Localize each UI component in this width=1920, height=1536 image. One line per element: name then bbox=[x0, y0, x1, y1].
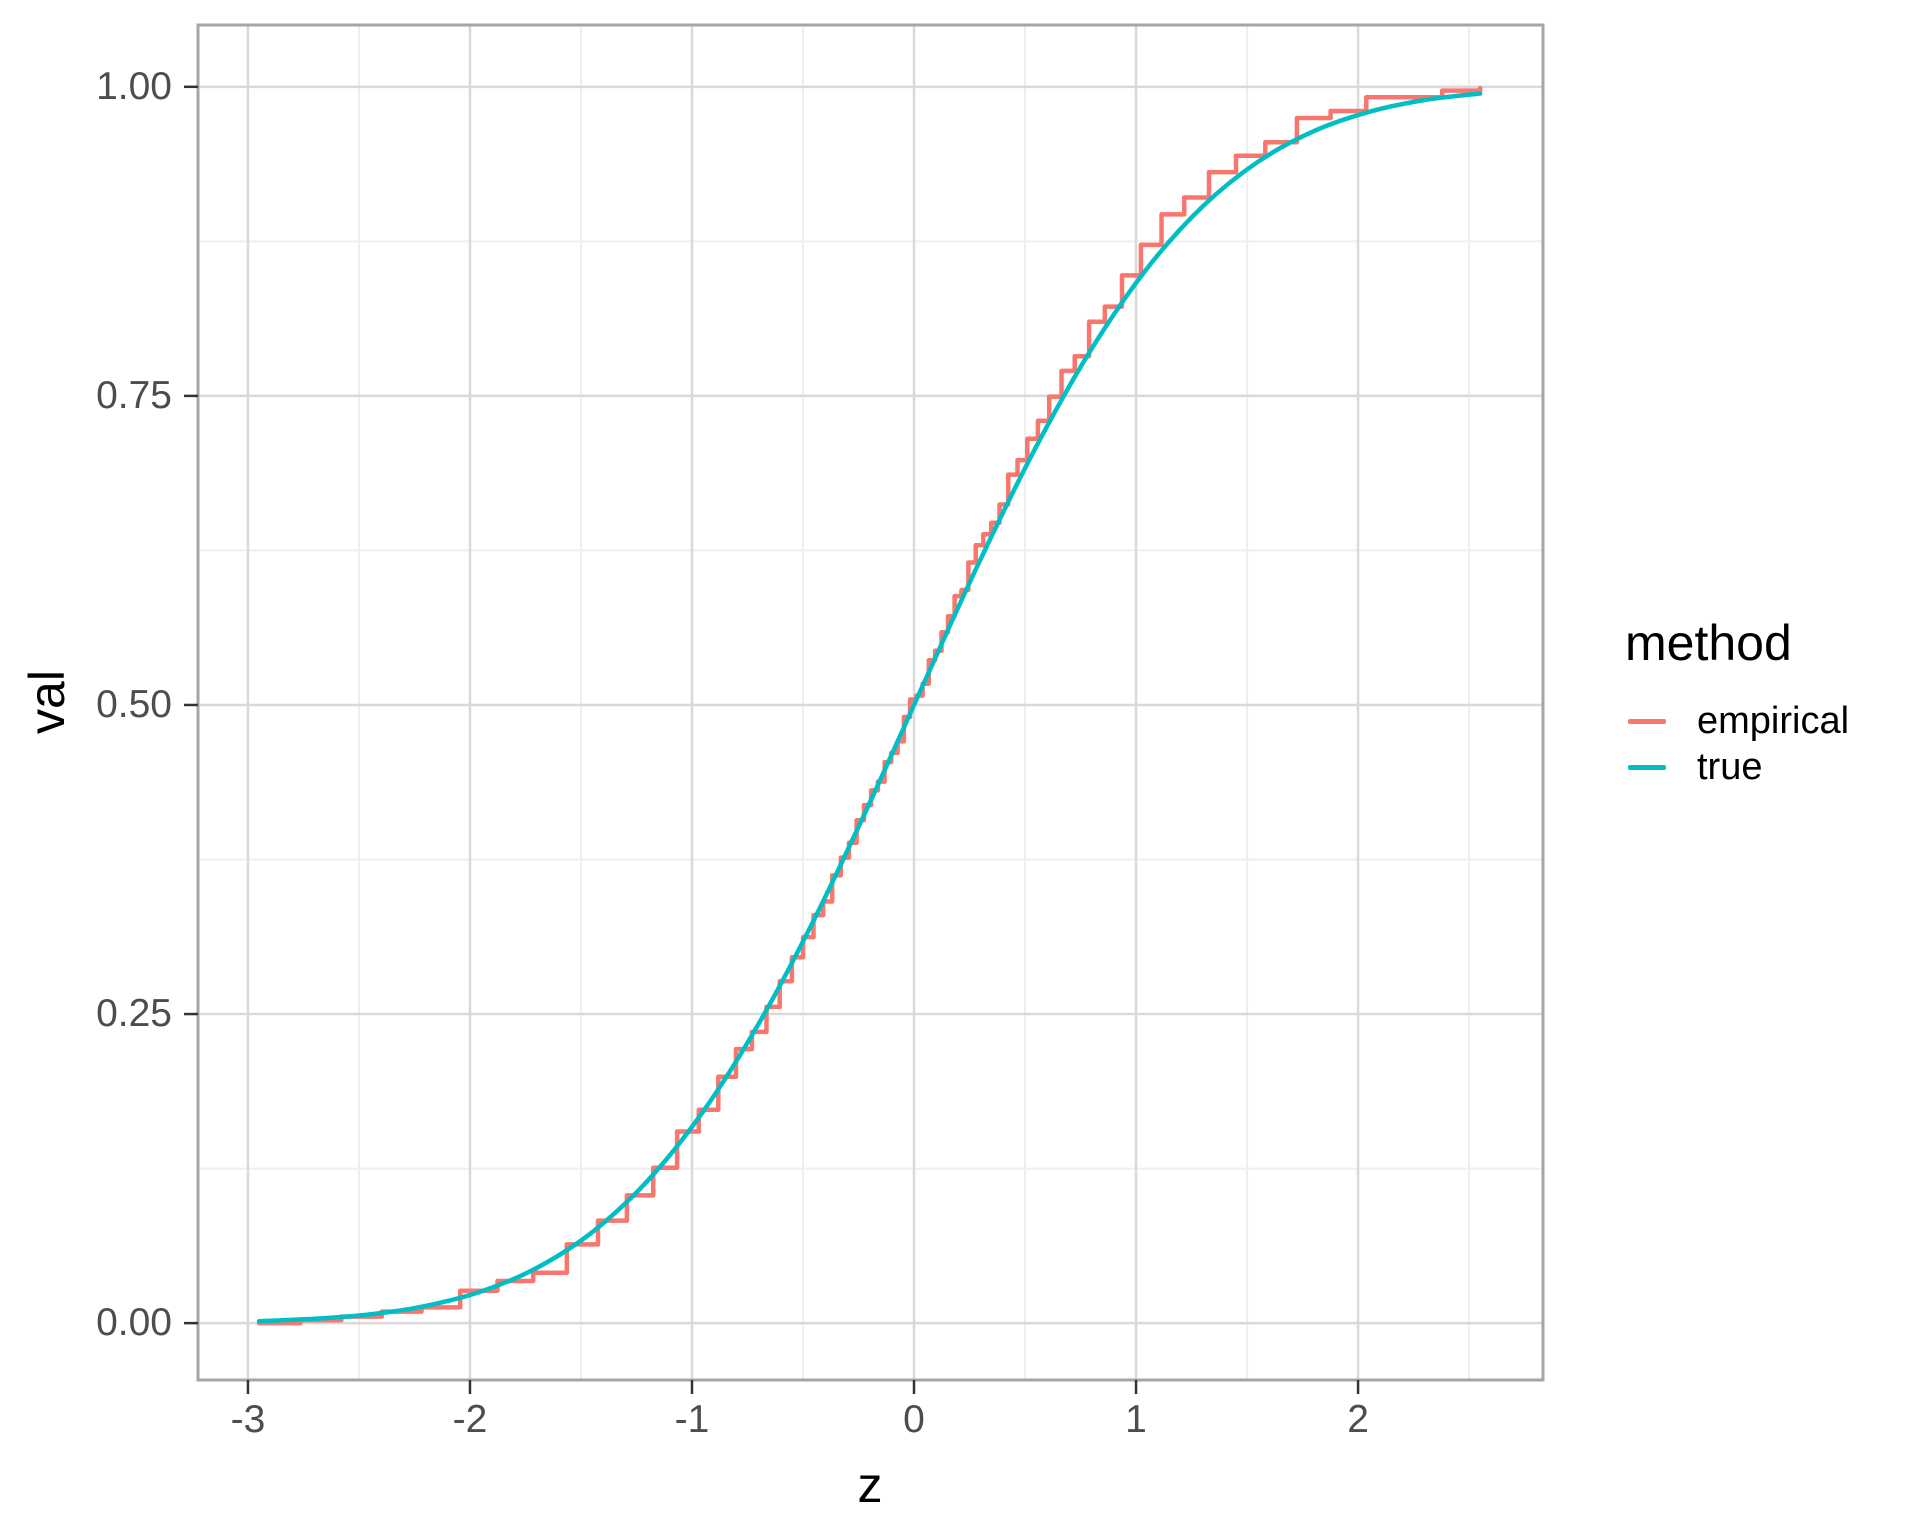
true-line bbox=[256, 91, 1483, 1324]
empirical-line bbox=[256, 85, 1483, 1326]
legend-item-true: true bbox=[1625, 744, 1849, 790]
x-axis-title: z bbox=[857, 1457, 883, 1513]
panel-border bbox=[196, 23, 1545, 1382]
legend-label-empirical: empirical bbox=[1697, 700, 1850, 742]
legend-key-empirical bbox=[1625, 698, 1669, 744]
legend-title: method bbox=[1625, 615, 1792, 671]
true-key-line-icon bbox=[1628, 764, 1666, 770]
legend: method empirical true bbox=[1625, 615, 1849, 790]
legend-item-empirical: empirical bbox=[1625, 698, 1849, 744]
empirical-key-line-icon bbox=[1628, 718, 1666, 724]
legend-label-true: true bbox=[1697, 746, 1763, 788]
panel-background bbox=[198, 25, 1543, 1380]
y-axis-title: val bbox=[19, 670, 75, 734]
legend-key-true bbox=[1625, 744, 1669, 790]
